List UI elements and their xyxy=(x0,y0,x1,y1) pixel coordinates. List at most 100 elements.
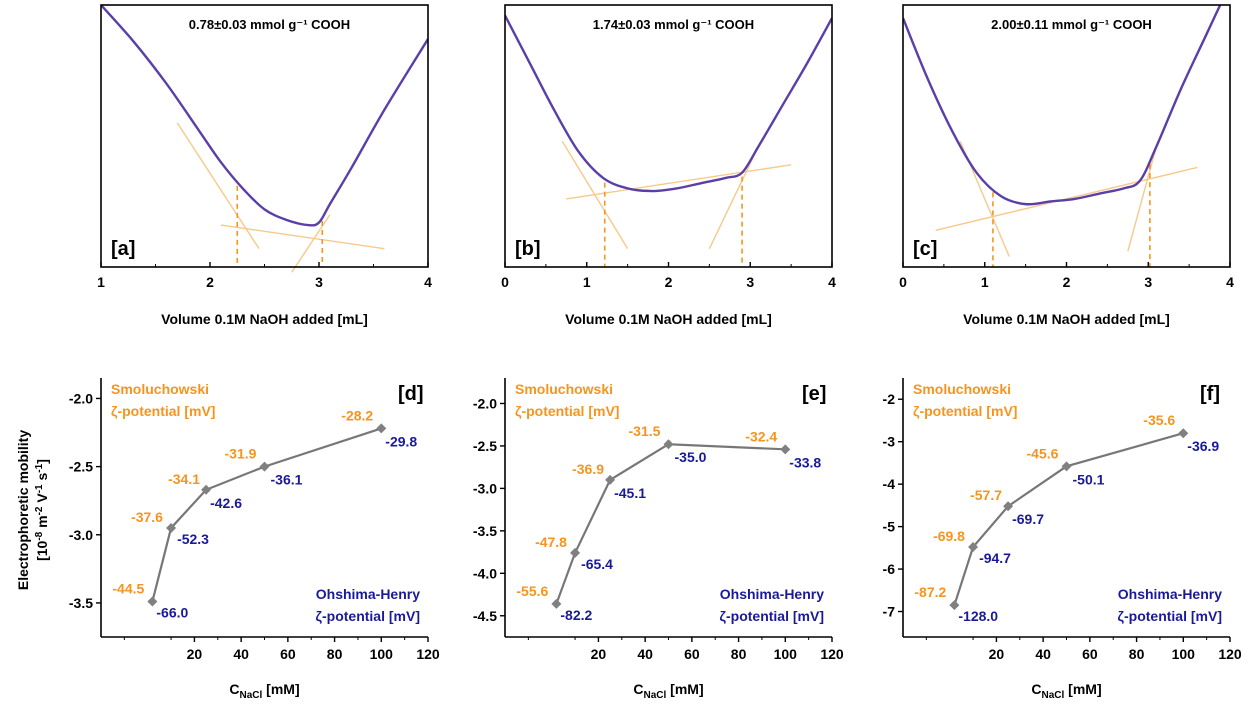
x-tick-label: 100 xyxy=(1172,646,1196,662)
x-tick-label: 0 xyxy=(899,274,907,290)
tangent-line-a-0 xyxy=(176,122,260,250)
x-axis-label-unit: [mM] xyxy=(262,681,299,697)
x-tick-label: 0 xyxy=(501,274,509,290)
ohshima-henry-value: -52.3 xyxy=(177,531,209,547)
smoluchowski-value: -37.6 xyxy=(131,509,163,525)
y-axis-label-line2: [10-8 m-2 V-1 s-1] xyxy=(34,459,50,561)
x-tick-label: 80 xyxy=(327,646,343,662)
data-point xyxy=(551,598,562,609)
x-axis-label: Volume 0.1M NaOH added [mL] xyxy=(565,311,772,327)
y-axis-label-part: -1 xyxy=(34,463,45,472)
smoluchowski-value: -32.4 xyxy=(745,428,777,444)
data-point xyxy=(1003,501,1014,512)
ohshima-henry-legend-unit: ζ-potential [mV] xyxy=(1118,608,1222,624)
data-point xyxy=(1061,461,1072,472)
ohshima-henry-legend-unit: ζ-potential [mV] xyxy=(720,608,824,624)
plot-frame-a xyxy=(100,4,429,268)
x-axis-label-unit: [mM] xyxy=(666,681,703,697)
data-point xyxy=(201,484,212,495)
chart-b: 0 1 2 3 4 [b] 1.74±0.03 mmol g⁻¹ COOH Volume 0.… xyxy=(501,4,836,327)
y-axis-label-part: V xyxy=(34,493,50,507)
smoluchowski-value: -45.6 xyxy=(1027,445,1059,461)
x-tick-label: 40 xyxy=(637,646,653,662)
data-point xyxy=(1178,428,1189,439)
smoluchowski-value: -47.8 xyxy=(535,534,567,550)
x-axis-label: Volume 0.1M NaOH added [mL] xyxy=(963,311,1170,327)
y-axis-label-part: [10 xyxy=(34,540,50,560)
y-tick-label: -7 xyxy=(883,604,896,620)
smoluchowski-legend-unit: ζ-potential [mV] xyxy=(913,403,1017,419)
smoluchowski-legend: Smoluchowski xyxy=(111,381,209,397)
data-point xyxy=(147,596,158,607)
x-tick-label: 3 xyxy=(315,274,323,290)
x-tick-label: 3 xyxy=(1144,274,1152,290)
ohshima-henry-value: -65.4 xyxy=(581,556,613,572)
x-axis-label: CNaCl [mM] xyxy=(1031,681,1101,701)
data-point xyxy=(570,547,581,558)
smoluchowski-value: -87.2 xyxy=(914,584,946,600)
smoluchowski-value: -69.8 xyxy=(933,528,965,544)
ohshima-henry-legend-unit: ζ-potential [mV] xyxy=(316,608,420,624)
panel-label: [e] xyxy=(802,383,826,405)
tangent-line-a-1 xyxy=(220,224,385,250)
tangent-line-c-2 xyxy=(1127,146,1158,252)
x-tick-label: 120 xyxy=(1218,646,1242,662)
x-axis-label-subscript: NaCl xyxy=(644,690,667,701)
x-tick-label: 4 xyxy=(828,274,836,290)
ohshima-henry-value: -35.0 xyxy=(675,449,707,465)
x-tick-label: 60 xyxy=(684,646,700,662)
panel-label: [a] xyxy=(111,238,135,260)
x-axis-label: CNaCl [mM] xyxy=(229,681,299,701)
smoluchowski-value: -35.6 xyxy=(1143,412,1175,428)
content-annotation: 1.74±0.03 mmol g⁻¹ COOH xyxy=(593,17,754,32)
x-tick-label: 1 xyxy=(97,274,105,290)
ohshima-henry-value: -29.8 xyxy=(385,433,417,449)
x-tick-label: 1 xyxy=(583,274,591,290)
y-tick-label: -3.5 xyxy=(473,523,497,539)
smoluchowski-value: -55.6 xyxy=(516,583,548,599)
ohshima-henry-value: -82.2 xyxy=(560,607,592,623)
ohshima-henry-value: -66.0 xyxy=(156,605,188,621)
y-tick-label: -4.5 xyxy=(473,608,497,624)
y-axis-label: Electrophoretic mobility [10-8 m-2 V-1 s-… xyxy=(15,430,50,590)
y-axis-label-part: s xyxy=(34,472,50,484)
titration-curve-c xyxy=(903,5,1222,206)
x-tick-label: 2 xyxy=(206,274,214,290)
x-axis-label-subscript: NaCl xyxy=(240,690,263,701)
tangent-line-b-2 xyxy=(708,146,760,249)
y-tick-label: -2.5 xyxy=(473,438,497,454)
ohshima-henry-value: -50.1 xyxy=(1073,471,1105,487)
x-tick-label: 20 xyxy=(187,646,203,662)
x-tick-label: 1 xyxy=(981,274,989,290)
y-tick-label: -5 xyxy=(883,519,896,535)
x-tick-label: 60 xyxy=(280,646,296,662)
y-tick-label: -2.0 xyxy=(69,390,93,406)
smoluchowski-value: -36.9 xyxy=(572,461,604,477)
x-axis-label-subscript: NaCl xyxy=(1042,690,1065,701)
smoluchowski-legend: Smoluchowski xyxy=(913,381,1011,397)
y-tick-label: -4 xyxy=(883,476,896,492)
y-tick-label: -6 xyxy=(883,561,896,577)
y-tick-label: -3.5 xyxy=(69,595,93,611)
tangent-line-b-1 xyxy=(566,164,792,200)
y-tick-label: -4.0 xyxy=(473,565,497,581)
tangent-line-a-2 xyxy=(291,214,331,273)
mobility-series-f xyxy=(953,432,1184,606)
x-tick-label: 100 xyxy=(774,646,798,662)
chart-e: 20 40 60 80 100 120 -4.5 -4.0 -3.5 -3.0 -2.5 -2.0 -5… xyxy=(473,378,844,701)
data-point xyxy=(605,474,616,485)
plot-frame-c xyxy=(902,4,1231,268)
ohshima-henry-value: -128.0 xyxy=(958,608,998,624)
data-point xyxy=(780,444,791,455)
x-tick-label: 80 xyxy=(1129,646,1145,662)
smoluchowski-value: -34.1 xyxy=(168,471,200,487)
x-tick-label: 40 xyxy=(233,646,249,662)
y-axis-label-part: ] xyxy=(34,459,50,464)
data-point xyxy=(949,600,960,611)
x-tick-label: 3 xyxy=(746,274,754,290)
x-tick-label: 40 xyxy=(1035,646,1051,662)
data-point xyxy=(663,439,674,450)
y-axis-label-part: -8 xyxy=(34,531,45,540)
y-axis-label-line1: Electrophoretic mobility xyxy=(15,430,31,590)
